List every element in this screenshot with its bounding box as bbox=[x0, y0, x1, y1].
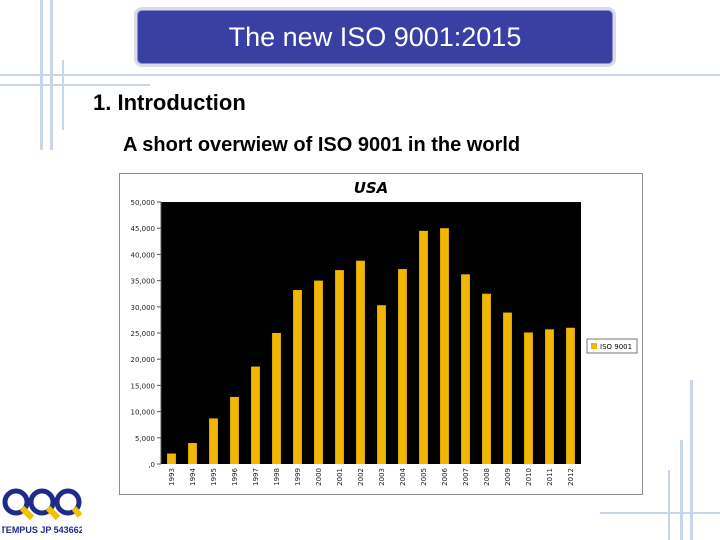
x-tick-label: 1998 bbox=[273, 468, 281, 486]
bar bbox=[482, 293, 491, 464]
y-tick-label: 40,000 bbox=[131, 251, 156, 259]
x-tick-label: 2011 bbox=[546, 468, 554, 486]
x-tick-label: 2007 bbox=[462, 468, 470, 486]
bar-chart: USA ,0 5,000 10,000 15,000 20,000 25,000 30,000… bbox=[120, 174, 642, 494]
x-tick-label: 2003 bbox=[378, 468, 386, 486]
section-heading: 1. Introduction bbox=[93, 90, 246, 115]
bar bbox=[230, 396, 239, 464]
bar bbox=[356, 260, 365, 464]
bar bbox=[272, 333, 281, 464]
bar bbox=[566, 327, 575, 464]
decor-line-right-3 bbox=[668, 470, 670, 540]
bar bbox=[503, 312, 512, 464]
y-tick-label: 10,000 bbox=[131, 409, 156, 417]
bar bbox=[440, 228, 449, 464]
tempus-logo: TEMPUS JP 543662 bbox=[2, 488, 82, 536]
x-tick-label: 2004 bbox=[399, 467, 407, 485]
x-tick-label: 1994 bbox=[189, 467, 197, 485]
plot-area bbox=[161, 202, 581, 464]
legend-box bbox=[586, 338, 638, 354]
bar bbox=[377, 305, 386, 464]
chart-frame: USA ,0 5,000 10,000 15,000 20,000 25,000 30,000… bbox=[119, 173, 643, 495]
decor-line-right-1 bbox=[690, 380, 693, 540]
x-tick-label: 2010 bbox=[525, 468, 533, 486]
y-tick-label: 15,000 bbox=[131, 382, 156, 390]
slide-title-text: The new ISO 9001:2015 bbox=[228, 21, 522, 52]
logo-text: TEMPUS JP 543662 bbox=[2, 525, 82, 535]
bar bbox=[419, 230, 428, 464]
qqq-logo-icon bbox=[2, 488, 82, 521]
x-tick-label: 2009 bbox=[504, 468, 512, 486]
bar bbox=[461, 274, 470, 464]
bar bbox=[167, 453, 176, 464]
bar bbox=[545, 329, 554, 464]
x-tick-label: 1993 bbox=[168, 468, 176, 486]
bar bbox=[209, 418, 218, 464]
y-tick-label: 50,000 bbox=[131, 199, 156, 207]
legend-label: ISO 9001 bbox=[600, 343, 632, 351]
x-tick-label: 1995 bbox=[210, 468, 218, 486]
slide-title: The new ISO 9001:2015 bbox=[134, 7, 616, 67]
decor-line-top-1 bbox=[0, 74, 720, 76]
bar bbox=[293, 290, 302, 464]
decor-line-top-2 bbox=[0, 84, 150, 86]
y-tick-label: 35,000 bbox=[131, 278, 156, 286]
x-tick-label: 2002 bbox=[357, 468, 365, 486]
x-tick-label: 2006 bbox=[441, 467, 449, 485]
x-tick-label: 2000 bbox=[315, 468, 323, 486]
x-tick-label: 2001 bbox=[336, 468, 344, 486]
bar bbox=[251, 366, 260, 464]
x-tick-label: 2012 bbox=[567, 468, 575, 486]
x-tick-label: 1997 bbox=[252, 468, 260, 486]
bar bbox=[335, 270, 344, 464]
y-tick-label: 30,000 bbox=[131, 304, 156, 312]
x-tick-label: 1999 bbox=[294, 468, 302, 486]
bar bbox=[188, 443, 197, 464]
section-subheading: A short overwiew of ISO 9001 in the worl… bbox=[123, 134, 521, 156]
bar bbox=[398, 269, 407, 464]
y-tick-label: 20,000 bbox=[131, 356, 156, 364]
x-tick-label: 2005 bbox=[420, 468, 428, 486]
x-tick-label: 1996 bbox=[231, 467, 239, 485]
y-tick-label: ,0 bbox=[148, 461, 155, 469]
y-tick-label: 5,000 bbox=[135, 435, 155, 443]
chart-title: USA bbox=[354, 179, 389, 197]
decor-line-left-3 bbox=[62, 60, 64, 130]
y-tick-label: 45,000 bbox=[131, 225, 156, 233]
y-tick-label: 25,000 bbox=[131, 330, 156, 338]
decor-line-bottom-1 bbox=[600, 512, 720, 514]
bar bbox=[314, 280, 323, 464]
bar bbox=[524, 332, 533, 464]
decor-line-right-2 bbox=[680, 440, 683, 540]
legend-swatch bbox=[591, 343, 597, 349]
x-tick-label: 2008 bbox=[483, 468, 491, 486]
